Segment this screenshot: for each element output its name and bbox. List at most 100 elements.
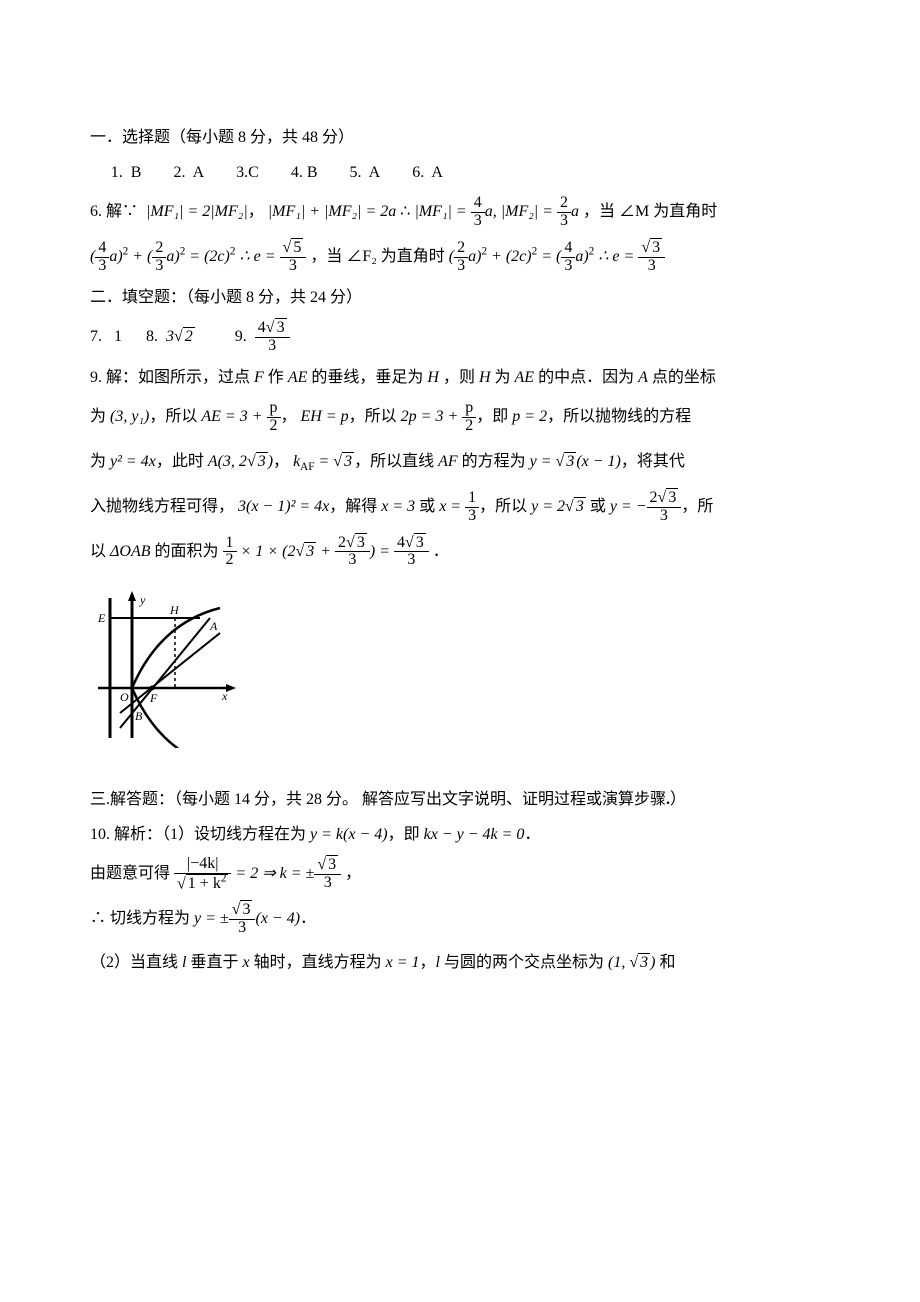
q9-times: × 1 × (2 bbox=[237, 543, 296, 560]
q9-A: A bbox=[638, 369, 648, 386]
q9-H: H bbox=[427, 369, 439, 386]
a8p: 3 bbox=[166, 328, 174, 345]
q6c-d2: 3 bbox=[561, 257, 575, 275]
q10-absn: |−4k| bbox=[174, 856, 231, 873]
q10-4c: 轴时，直线方程为 bbox=[250, 954, 386, 971]
ans-3-n: 3. bbox=[236, 164, 248, 181]
q9-or1: 或 bbox=[415, 498, 439, 515]
q9-1c: 的垂线，垂足为 bbox=[307, 369, 427, 386]
q9-3f: ，将其代 bbox=[621, 453, 685, 470]
ans-2-n: 2. bbox=[173, 164, 185, 181]
q9-2a: 为 bbox=[90, 408, 110, 425]
q9-or2: 或 bbox=[586, 498, 610, 515]
ans-1-v: B bbox=[131, 164, 142, 181]
q10-4a: （2）当直线 bbox=[90, 954, 182, 971]
q9-rd: 3 bbox=[394, 551, 429, 569]
q10-std: kx − y − 4k = 0 bbox=[424, 826, 525, 843]
q6b-n1: 4 bbox=[95, 240, 109, 257]
q9-y1: y = 2 bbox=[531, 498, 565, 515]
q9-3c: ， bbox=[273, 453, 289, 470]
q6-a1: a, bbox=[485, 203, 497, 220]
q6c-en: 3 bbox=[650, 238, 662, 256]
q6c-ed: 3 bbox=[638, 257, 665, 275]
q6c-d1: 3 bbox=[454, 257, 468, 275]
q9-Apt: A(3, 2 bbox=[208, 453, 247, 470]
q9-5b: 的面积为 bbox=[151, 543, 223, 560]
ans-4-n: 4. bbox=[291, 164, 303, 181]
q6-mf2pre: |MF₂| = bbox=[501, 203, 553, 220]
q9-line3: 为 y² = 4x，此时 A(3, 2√3)， kAF = √3，所以直线 AF… bbox=[90, 440, 830, 485]
q9-peq2: p = 2 bbox=[512, 408, 547, 425]
q10-line4: （2）当直线 l 垂直于 x 轴时，直线方程为 x = 1，l 与圆的两个交点坐… bbox=[90, 941, 830, 986]
q9-tri: ΔOAB bbox=[110, 543, 151, 560]
q9-rpar: ) = bbox=[370, 543, 394, 560]
ans-2-v: A bbox=[193, 164, 205, 181]
q6-sum: |MF₁| + |MF₂| = 2a bbox=[268, 203, 397, 220]
q6-tail1: ，当 ∠M 为直角时 bbox=[583, 203, 717, 220]
q9-x3: x = 3 bbox=[381, 498, 415, 515]
q6b-d1: 3 bbox=[95, 257, 109, 275]
q6b-a2: a bbox=[166, 248, 174, 265]
q9-line5: 以 ΔOAB 的面积为 12 × 1 × (2√3 + 2√33) = 4√33… bbox=[90, 530, 830, 575]
q9-pd: 2 bbox=[267, 417, 281, 435]
q10-line: y = k(x − 4) bbox=[310, 826, 388, 843]
q10-4d: ， bbox=[420, 954, 436, 971]
q9-5a: 以 bbox=[90, 543, 110, 560]
q9-1g: 点的坐标 bbox=[648, 369, 716, 386]
section2-answers: 7. 1 8. 3√2 9. 4√33 bbox=[90, 315, 830, 360]
q6c-e3: 2 bbox=[589, 246, 595, 258]
ans-4-v: B bbox=[307, 164, 318, 181]
q6c-eq: = bbox=[541, 248, 556, 265]
q6-mf1eq: |MF₁| = 2|MF₂| bbox=[146, 203, 248, 220]
q6b-a1: a bbox=[109, 248, 117, 265]
q10-comma: ， bbox=[345, 865, 361, 882]
q9-1b: 作 bbox=[264, 369, 288, 386]
q9-1d: ，则 bbox=[439, 369, 479, 386]
q9-F: F bbox=[254, 369, 264, 386]
q6b-mid: ，当 ∠F₂ 为直角时 bbox=[310, 248, 444, 265]
q10-4b: 垂直于 bbox=[186, 954, 242, 971]
q9-3d: ，所以直线 bbox=[354, 453, 438, 470]
q6-mf2n: 2 bbox=[557, 195, 571, 212]
section3-title: 三.解答题：（每小题 14 分，共 28 分。 解答应写出文字说明、证明过程或演… bbox=[90, 782, 830, 817]
q10-1a: 10. 解析：（1）设切线方程在为 bbox=[90, 826, 310, 843]
q9-2e: ，即 bbox=[476, 408, 512, 425]
s3-title-tail: ） bbox=[670, 791, 686, 808]
q9-AE: AE bbox=[288, 369, 308, 386]
s3-title-text: 三.解答题：（每小题 14 分，共 28 分。 解答应写出文字说明、证明过程或演… bbox=[90, 791, 666, 808]
q9-H2: H bbox=[479, 369, 491, 386]
q6b-e3: 2 bbox=[230, 246, 236, 258]
fig-label-B: B bbox=[135, 709, 143, 723]
section1-answers: 1. B 2. A 3.C 4. B 5. A 6. A bbox=[90, 155, 830, 190]
q10-1b: ，即 bbox=[388, 826, 424, 843]
q9-fd: 3 bbox=[335, 551, 370, 569]
q9-pn: p bbox=[267, 400, 281, 417]
q9-2c: ， bbox=[281, 408, 297, 425]
q9-AE2: AE bbox=[515, 369, 535, 386]
q9-fn: 2 bbox=[338, 534, 346, 551]
q9-eq4: 3(x − 1)² = 4x bbox=[238, 498, 329, 515]
q6c-n2: 4 bbox=[561, 240, 575, 257]
q6b-eq: = (2c) bbox=[189, 248, 230, 265]
q6c-a2: a bbox=[575, 248, 583, 265]
fig-label-O: O bbox=[120, 690, 129, 704]
q9-y2num: 2 bbox=[650, 489, 658, 506]
q9-figure: y x O F E H A B bbox=[90, 588, 830, 761]
q9-1e: 为 bbox=[491, 369, 515, 386]
section2-title: 二．填空题：（每小题 8 分，共 24 分） bbox=[90, 280, 830, 315]
q9-2d: ，所以 bbox=[349, 408, 401, 425]
q6b-th: ∴ e = bbox=[239, 248, 275, 265]
ans-6-n: 6. bbox=[412, 164, 424, 181]
q9-period: ． bbox=[433, 543, 449, 560]
a8n: 8. bbox=[146, 328, 158, 345]
q9-line2: 为 (3, y₁)，所以 AE = 3 + p2， EH = p，所以 2p =… bbox=[90, 395, 830, 440]
q9-3e: 的方程为 bbox=[458, 453, 530, 470]
a9r: 3 bbox=[275, 318, 287, 336]
q9-1a: 9. 解：如图所示，过点 bbox=[90, 369, 254, 386]
page: 一．选择题（每小题 8 分，共 48 分） 1. B 2. A 3.C 4. B… bbox=[0, 0, 920, 1046]
q9-2f: ，所以抛物线的方程 bbox=[547, 408, 691, 425]
q9-3a: 为 bbox=[90, 453, 110, 470]
section1-title: 一．选择题（每小题 8 分，共 48 分） bbox=[90, 120, 830, 155]
q10-x: x bbox=[242, 954, 249, 971]
q10-2a: 由题意可得 bbox=[90, 865, 174, 882]
